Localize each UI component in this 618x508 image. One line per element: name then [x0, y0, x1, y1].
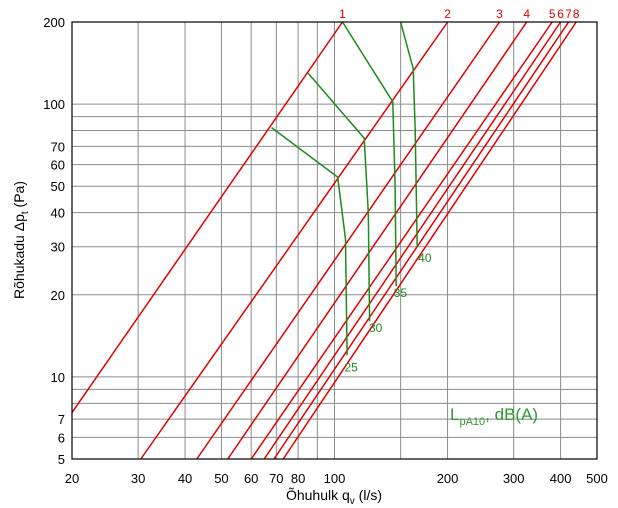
y-tick-label: 6 — [58, 430, 65, 445]
pressure-line-6 — [263, 21, 562, 460]
y-tick-label: 200 — [43, 15, 65, 30]
sound-curve-30 — [307, 72, 371, 322]
sound-curve-35 — [341, 21, 397, 287]
pressure-line-7 — [273, 21, 570, 460]
x-tick-label: 300 — [503, 471, 525, 486]
sound-curve-label: 40 — [418, 251, 432, 265]
sound-curve-40 — [399, 21, 418, 247]
x-tick-label: 400 — [550, 471, 572, 486]
x-tick-label: 50 — [214, 471, 228, 486]
x-tick-label: 20 — [65, 471, 79, 486]
legend: LpA10, dB(A) — [450, 405, 538, 428]
grid — [71, 21, 598, 460]
pressure-line-label: 2 — [444, 7, 451, 21]
y-tick-label: 40 — [51, 206, 65, 221]
y-axis-label: Rõhukadu Δpt (Pa) — [11, 181, 31, 299]
sound-curve-label: 30 — [369, 321, 383, 335]
y-tick-label: 7 — [58, 412, 65, 427]
pressure-line-8 — [282, 21, 577, 460]
x-tick-label: 500 — [586, 471, 608, 486]
x-tick-labels: 20 30 40 50 60 70 80 100 200 300 400 500 — [65, 471, 608, 486]
y-tick-label: 20 — [51, 288, 65, 303]
y-tick-label: 50 — [51, 179, 65, 194]
y-tick-label: 30 — [51, 240, 65, 255]
sound-curve-25 — [271, 126, 348, 356]
x-axis-label: Õhuhulk qv (l/s) — [286, 487, 382, 507]
plot-frame — [71, 21, 598, 460]
pressure-line-5 — [250, 21, 553, 460]
y-tick-label: 60 — [51, 158, 65, 173]
y-tick-labels: 5 6 7 10 20 30 40 50 60 70 100 200 — [43, 15, 65, 467]
pressure-line-2 — [140, 21, 449, 460]
y-tick-label: 5 — [58, 452, 65, 467]
x-tick-label: 70 — [269, 471, 283, 486]
pressure-line-1 — [71, 21, 344, 414]
pressure-line-label: 7 — [565, 7, 572, 21]
pressure-line-4 — [227, 21, 528, 460]
pressure-line-label: 1 — [339, 7, 346, 21]
sound-curve-label: 25 — [344, 360, 358, 374]
x-tick-label: 60 — [244, 471, 258, 486]
pressure-line-label: 5 — [549, 7, 556, 21]
pressure-line-3 — [196, 21, 501, 460]
y-tick-label: 10 — [51, 370, 65, 385]
x-tick-label: 30 — [131, 471, 145, 486]
y-tick-label: 70 — [51, 139, 65, 154]
x-tick-label: 80 — [291, 471, 305, 486]
sound-curve-label: 35 — [394, 286, 408, 300]
pressure-line-label: 4 — [523, 7, 530, 21]
plot-area: 1 2 3 4 5 6 7 8 25 30 35 40 — [71, 7, 580, 460]
x-tick-label: 100 — [324, 471, 346, 486]
pressure-line-label: 6 — [557, 7, 564, 21]
x-tick-label: 40 — [178, 471, 192, 486]
y-tick-label: 100 — [43, 97, 65, 112]
pressure-line-label: 8 — [573, 7, 580, 21]
pressure-line-label: 3 — [496, 7, 503, 21]
x-tick-label: 200 — [437, 471, 459, 486]
